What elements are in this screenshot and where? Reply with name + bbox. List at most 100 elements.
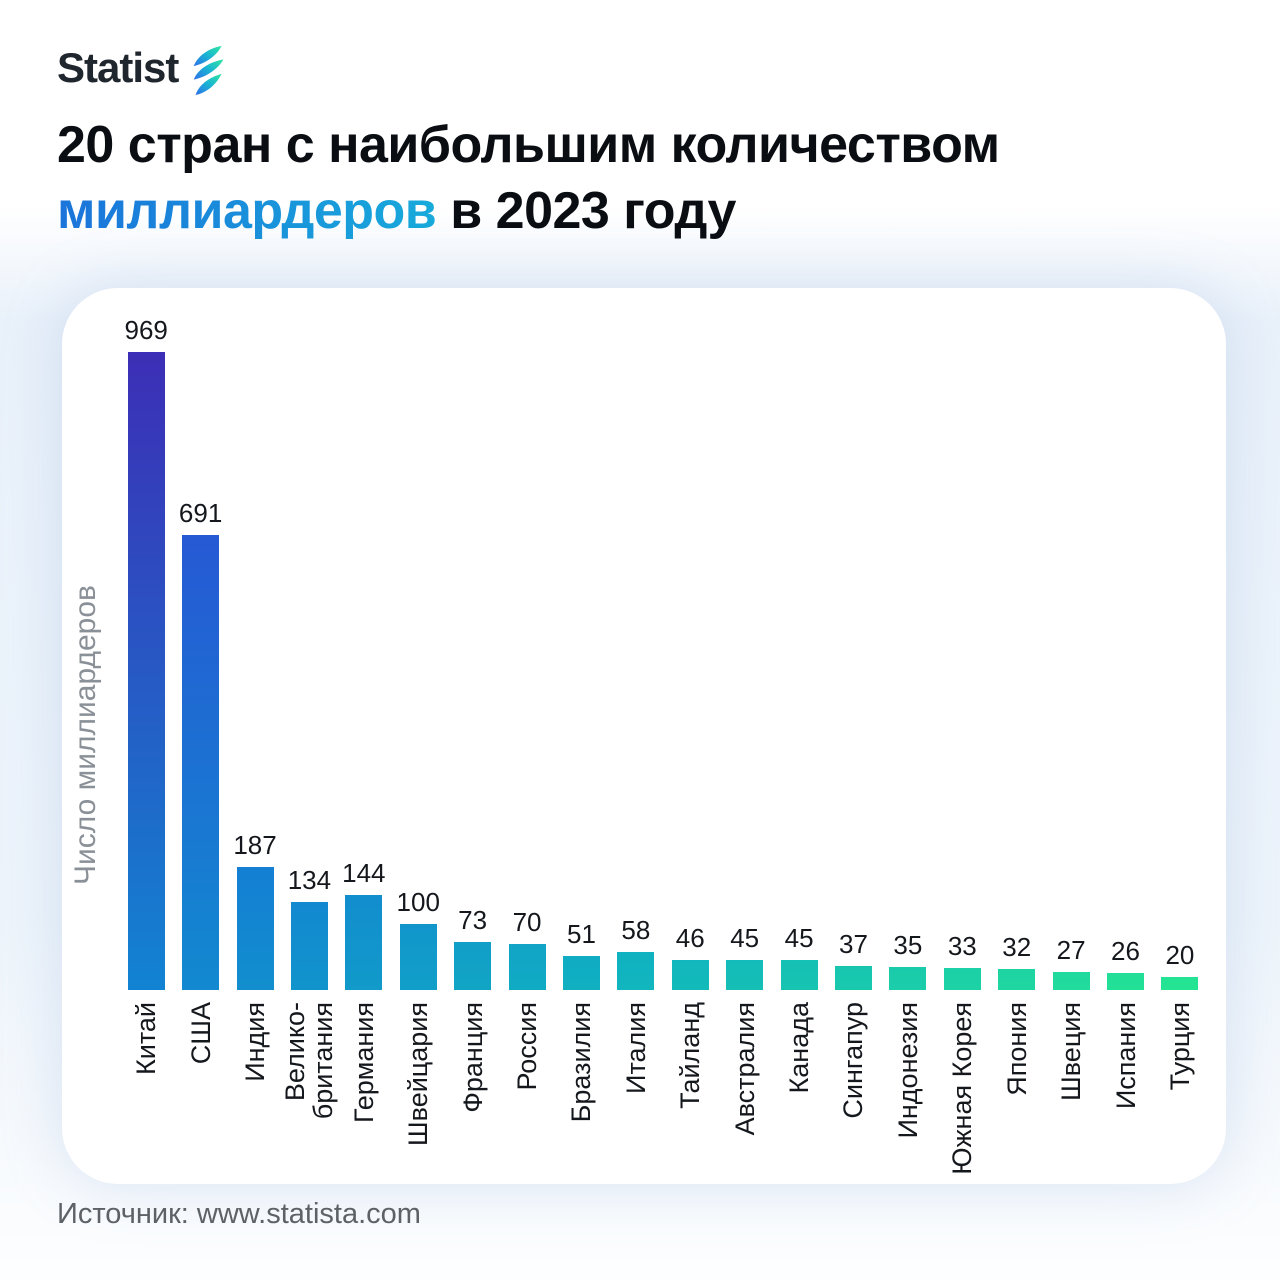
logo: Statist <box>57 44 234 96</box>
title-line1: 20 стран с наибольшим количеством <box>57 116 1000 174</box>
x-tick-label: Тайланд <box>675 1002 706 1109</box>
x-tick-label: Южная Корея <box>947 1002 978 1175</box>
x-tick: Велико- британия <box>280 1002 338 1184</box>
bar-value-label: 35 <box>893 930 923 960</box>
bar <box>508 943 546 990</box>
x-tick: Индия <box>228 1002 282 1184</box>
x-tick: Китай <box>119 1002 173 1184</box>
x-tick-label: Индонезия <box>892 1002 923 1139</box>
bar <box>182 535 220 990</box>
bar-column: 27 <box>1044 352 1098 990</box>
bar-column: 134 <box>282 352 336 990</box>
title-highlight: миллиардеров <box>57 182 437 240</box>
bar-value-label: 691 <box>178 498 223 528</box>
x-tick-label: Велико- британия <box>280 1002 339 1120</box>
x-tick: Турция <box>1153 1002 1207 1184</box>
bar <box>617 951 655 990</box>
x-tick-label: Турция <box>1164 1002 1195 1091</box>
source-text: Источник: www.statista.com <box>57 1198 421 1230</box>
x-tick: Швеция <box>1044 1002 1098 1184</box>
bar <box>1052 972 1090 990</box>
logo-text: Statist <box>57 44 179 91</box>
x-tick: Германия <box>337 1002 391 1184</box>
bar <box>1107 972 1145 990</box>
bar-value-label: 46 <box>675 922 705 953</box>
x-axis-ticks: Китай США Индия Велико- британия Германия Шве… <box>119 1002 1207 1184</box>
plot-area: 969 691 187 134 144 100 73 70 51 58 46 45 45 37 35 33 32… <box>119 316 1207 990</box>
bar-value-label: 70 <box>512 906 542 937</box>
bar-value-label: 45 <box>784 923 814 954</box>
bar-column: 20 <box>1153 352 1207 990</box>
bar-column: 32 <box>990 352 1044 990</box>
x-tick: Италия <box>609 1002 663 1184</box>
bar-value-label: 144 <box>342 858 386 889</box>
bar-column: 70 <box>500 352 554 990</box>
bar <box>290 901 328 990</box>
bar-column: 35 <box>881 352 935 990</box>
bar-value-label: 20 <box>1165 939 1195 970</box>
bar-value-label: 73 <box>458 904 488 935</box>
bar-column: 26 <box>1098 352 1152 990</box>
x-tick: Россия <box>500 1002 554 1184</box>
bar-column: 45 <box>772 352 826 990</box>
bar <box>345 895 383 990</box>
bar-value-label: 187 <box>233 829 277 860</box>
x-tick-label: Германия <box>348 1002 379 1124</box>
bar-value-label: 45 <box>730 923 760 954</box>
bar-column: 144 <box>337 352 391 990</box>
x-tick-label: Швеция <box>1056 1002 1087 1101</box>
bar-value-label: 37 <box>839 928 868 959</box>
x-tick-label: Австралия <box>729 1002 760 1136</box>
bar-value-label: 51 <box>566 919 596 950</box>
x-tick: Южная Корея <box>935 1002 989 1184</box>
bar <box>834 965 872 990</box>
x-tick: Япония <box>990 1002 1044 1184</box>
title-line2-rest: в 2023 году <box>436 182 736 240</box>
x-tick: Испания <box>1098 1002 1152 1184</box>
bar-value-label: 33 <box>947 931 977 962</box>
x-tick-label: Испания <box>1110 1002 1141 1110</box>
x-tick-label: Канада <box>784 1002 815 1094</box>
bar <box>889 967 927 990</box>
bar-column: 58 <box>609 352 663 990</box>
bar-column: 51 <box>554 352 608 990</box>
bar <box>236 866 274 990</box>
bar-column: 37 <box>826 352 880 990</box>
bar <box>726 960 764 990</box>
bar-column: 100 <box>391 352 445 990</box>
bar-value-label: 32 <box>1002 931 1032 962</box>
x-tick: Франция <box>445 1002 499 1184</box>
x-tick-label: Япония <box>1001 1002 1032 1096</box>
x-tick: Индонезия <box>881 1002 935 1184</box>
bar-value-label: 100 <box>396 887 440 918</box>
y-axis-label: Число миллиардеров <box>69 585 102 885</box>
x-tick-label: Швейцария <box>403 1002 434 1147</box>
x-tick-label: Франция <box>457 1002 488 1113</box>
bar-value-label: 969 <box>124 315 168 345</box>
bar-value-label: 27 <box>1056 935 1086 966</box>
bar-column: 187 <box>228 352 282 990</box>
x-tick-label: Китай <box>131 1002 162 1075</box>
bar-column: 46 <box>663 352 717 990</box>
bar-value-label: 134 <box>287 864 332 895</box>
bar <box>399 924 437 990</box>
x-tick: США <box>173 1002 227 1184</box>
bar <box>562 956 600 990</box>
bar-value-label: 58 <box>621 914 651 945</box>
header: Statist <box>57 44 234 96</box>
bar <box>998 968 1036 990</box>
page-title: 20 стран с наибольшим количеством миллиар… <box>57 112 1000 244</box>
x-tick-label: Италия <box>620 1002 651 1094</box>
x-tick-label: Бразилия <box>566 1002 597 1123</box>
bar <box>1161 976 1199 990</box>
bar <box>454 941 492 990</box>
bar <box>671 959 709 990</box>
chart-card: Число миллиардеров 969 691 187 134 144 100 73 7… <box>62 288 1226 1184</box>
bar-column: 969 <box>119 316 173 990</box>
bar <box>127 352 165 990</box>
bar-value-label: 26 <box>1111 935 1140 966</box>
x-tick-label: Индия <box>240 1002 271 1082</box>
x-tick: Сингапур <box>826 1002 880 1184</box>
x-tick-label: Сингапур <box>838 1002 869 1119</box>
